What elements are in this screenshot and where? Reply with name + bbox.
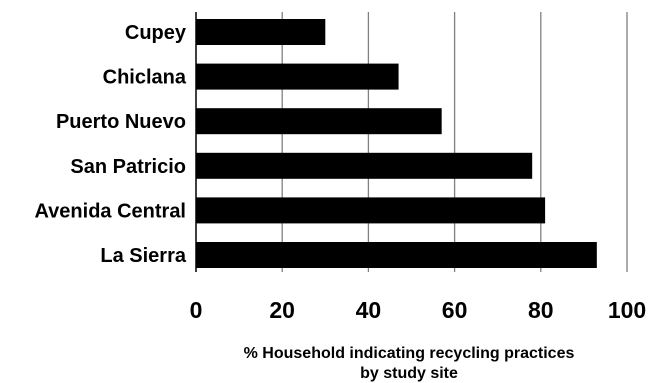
x-tick-labels: 0 20 40 60 80 100: [190, 297, 647, 323]
x-tick-40: 40: [356, 297, 382, 323]
bar-san-patricio: [196, 152, 533, 179]
x-axis-title-line2: by study site: [360, 365, 458, 382]
category-label-puerto-nuevo: Puerto Nuevo: [56, 111, 186, 133]
bars: [196, 19, 597, 268]
x-tick-60: 60: [442, 297, 468, 323]
x-tick-100: 100: [608, 297, 646, 323]
x-tick-0: 0: [190, 297, 203, 323]
x-tick-20: 20: [269, 297, 295, 323]
category-label-la-sierra: La Sierra: [100, 245, 186, 267]
x-axis-title-line1: % Household indicating recycling practic…: [244, 345, 575, 362]
bar-puerto-nuevo: [196, 108, 442, 135]
category-label-cupey: Cupey: [125, 22, 187, 44]
bar-chiclana: [196, 63, 399, 90]
bar-la-sierra: [196, 242, 597, 268]
category-label-san-patricio: San Patricio: [70, 156, 186, 178]
grid-lines: [281, 12, 628, 272]
x-tick-80: 80: [528, 297, 554, 323]
category-labels: Cupey Chiclana Puerto Nuevo San Patricio Ave…: [34, 22, 186, 267]
bar-avenida-central: [196, 197, 546, 224]
bar-cupey: [196, 19, 326, 45]
category-label-avenida-central: Avenida Central: [34, 200, 186, 222]
category-label-chiclana: Chiclana: [103, 67, 187, 89]
